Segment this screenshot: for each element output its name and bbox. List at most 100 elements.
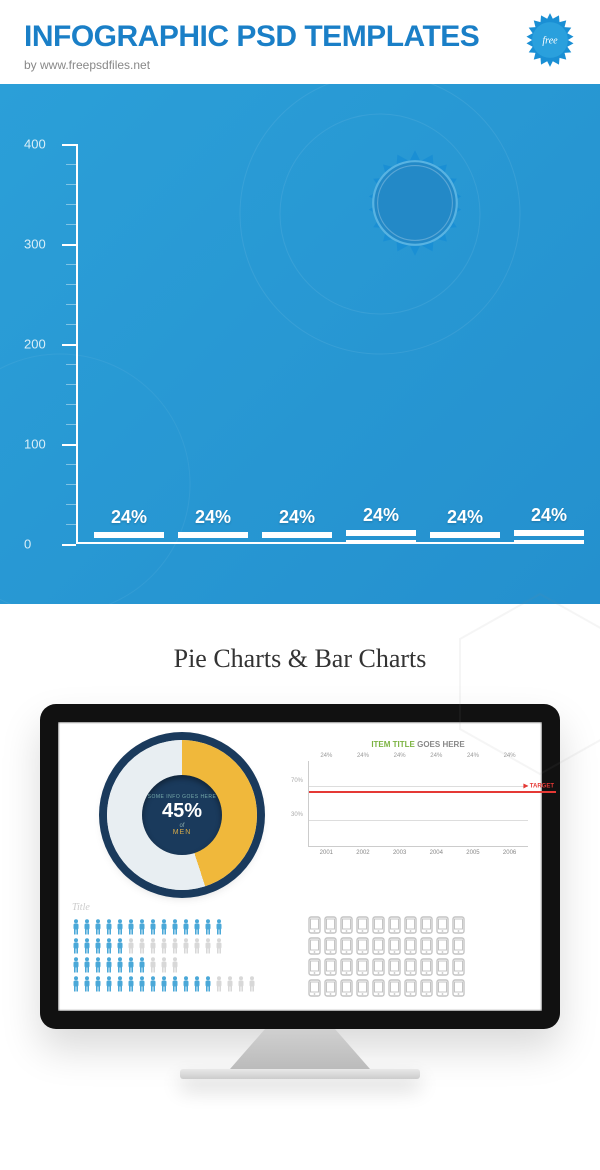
phones-pictogram xyxy=(308,902,528,997)
phone-icon xyxy=(436,937,449,955)
person-icon xyxy=(127,919,135,935)
section-pie-bar: Pie Charts & Bar Charts SOME INFO GOES H… xyxy=(0,604,600,1109)
donut-men: MEN xyxy=(173,829,192,836)
person-icon xyxy=(105,957,113,973)
y-axis: 0100200300400 xyxy=(24,144,84,544)
people-row xyxy=(72,957,179,973)
mini-pct-label: 24% xyxy=(320,753,332,759)
person-icon xyxy=(138,938,146,954)
phone-icon xyxy=(436,979,449,997)
bars-container: 24%24%24%24%24%24% xyxy=(94,144,584,542)
phone-icon xyxy=(404,958,417,976)
person-icon xyxy=(149,938,157,954)
phone-icon xyxy=(324,937,337,955)
person-icon xyxy=(127,957,135,973)
mini-pct-label: 24% xyxy=(430,753,442,759)
phone-icon xyxy=(420,958,433,976)
people-row xyxy=(72,976,256,992)
mini-chart-title: ITEM TITLE GOES HERE xyxy=(308,740,528,749)
phone-icon xyxy=(420,937,433,955)
person-icon xyxy=(127,938,135,954)
person-icon xyxy=(237,976,245,992)
mini-y-label: 70% xyxy=(291,778,303,784)
person-icon xyxy=(83,938,91,954)
person-icon xyxy=(94,938,102,954)
person-icon xyxy=(226,976,234,992)
mini-pct-label: 24% xyxy=(394,753,406,759)
person-icon xyxy=(215,938,223,954)
phone-icon xyxy=(356,979,369,997)
person-icon xyxy=(171,919,179,935)
phone-icon xyxy=(404,979,417,997)
phone-icon xyxy=(388,958,401,976)
phone-icon xyxy=(340,979,353,997)
person-icon xyxy=(83,957,91,973)
phone-icon xyxy=(404,916,417,934)
person-icon xyxy=(193,919,201,935)
phone-icon xyxy=(388,916,401,934)
mini-x-label: 2002 xyxy=(356,850,369,856)
person-icon xyxy=(127,976,135,992)
person-icon xyxy=(83,919,91,935)
phone-row xyxy=(308,937,465,955)
person-icon xyxy=(72,976,80,992)
phone-row xyxy=(308,958,465,976)
bar-label: 24% xyxy=(430,507,500,528)
people-row xyxy=(72,938,223,954)
person-icon xyxy=(138,957,146,973)
section2-title: Pie Charts & Bar Charts xyxy=(24,644,576,674)
mini-x-label: 2001 xyxy=(320,850,333,856)
person-icon xyxy=(215,976,223,992)
person-icon xyxy=(72,957,80,973)
phone-icon xyxy=(356,937,369,955)
person-icon xyxy=(204,919,212,935)
person-icon xyxy=(105,976,113,992)
mini-y-label: 30% xyxy=(291,812,303,818)
bar-label: 24% xyxy=(346,505,416,526)
phone-row xyxy=(308,979,465,997)
phone-icon xyxy=(436,958,449,976)
person-icon xyxy=(149,957,157,973)
mini-x-label: 2003 xyxy=(393,850,406,856)
phone-icon xyxy=(324,916,337,934)
person-icon xyxy=(138,976,146,992)
person-icon xyxy=(204,938,212,954)
phone-icon xyxy=(452,979,465,997)
free-badge-icon: free xyxy=(522,12,578,68)
bar-label: 24% xyxy=(178,507,248,528)
bar: 24% xyxy=(514,505,584,542)
person-icon xyxy=(182,976,190,992)
donut-chart: SOME INFO GOES HERE 45% of MEN xyxy=(72,740,292,890)
person-icon xyxy=(182,919,190,935)
bar: 24% xyxy=(94,507,164,542)
people-pictogram: Title xyxy=(72,902,292,997)
person-icon xyxy=(94,976,102,992)
person-icon xyxy=(149,976,157,992)
person-icon xyxy=(160,919,168,935)
mini-x-label: 2004 xyxy=(430,850,443,856)
mini-pct-label: 24% xyxy=(357,753,369,759)
phone-icon xyxy=(308,916,321,934)
phone-icon xyxy=(372,916,385,934)
person-icon xyxy=(94,957,102,973)
bar-label: 24% xyxy=(94,507,164,528)
phone-icon xyxy=(340,916,353,934)
phone-icon xyxy=(452,958,465,976)
phone-icon xyxy=(388,979,401,997)
phone-icon xyxy=(308,979,321,997)
phone-icon xyxy=(452,916,465,934)
person-icon xyxy=(248,976,256,992)
donut-percent: 45% xyxy=(162,800,202,823)
person-icon xyxy=(116,976,124,992)
mini-pct-label: 24% xyxy=(504,753,516,759)
person-icon xyxy=(160,938,168,954)
person-icon xyxy=(72,938,80,954)
person-icon xyxy=(149,919,157,935)
person-icon xyxy=(83,976,91,992)
mini-pct-label: 24% xyxy=(467,753,479,759)
phone-icon xyxy=(420,916,433,934)
person-icon xyxy=(94,919,102,935)
person-icon xyxy=(171,957,179,973)
free-badge-text: free xyxy=(542,35,558,46)
mini-x-label: 2006 xyxy=(503,850,516,856)
